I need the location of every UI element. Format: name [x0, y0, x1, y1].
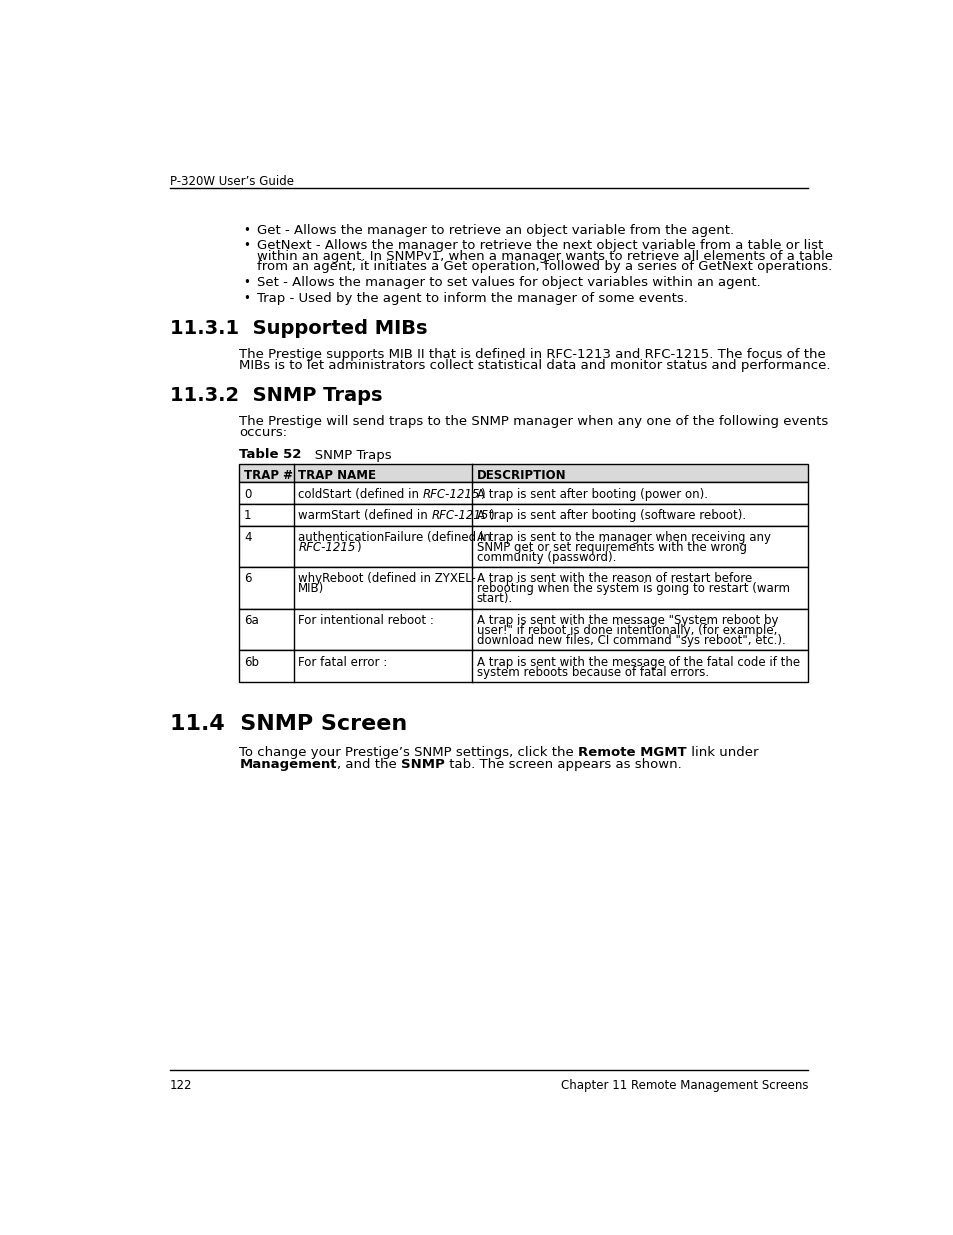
Text: link under: link under	[686, 746, 758, 760]
Text: A trap is sent with the reason of restart before: A trap is sent with the reason of restar…	[476, 573, 751, 585]
Text: 0: 0	[244, 488, 252, 500]
Text: rebooting when the system is going to restart (warm: rebooting when the system is going to re…	[476, 583, 789, 595]
Text: community (password).: community (password).	[476, 551, 616, 564]
Text: MIBs is to let administrators collect statistical data and monitor status and pe: MIBs is to let administrators collect st…	[239, 359, 830, 372]
Text: 1: 1	[244, 509, 252, 522]
Text: For fatal error :: For fatal error :	[298, 656, 387, 668]
Text: 11.3.1  Supported MIBs: 11.3.1 Supported MIBs	[170, 319, 427, 338]
Text: Chapter 11 Remote Management Screens: Chapter 11 Remote Management Screens	[560, 1079, 807, 1092]
Text: SNMP get or set requirements with the wrong: SNMP get or set requirements with the wr…	[476, 541, 746, 555]
Text: RFC-1215: RFC-1215	[298, 541, 355, 555]
Bar	[239, 651, 807, 682]
Text: Get - Allows the manager to retrieve an object variable from the agent.: Get - Allows the manager to retrieve an …	[257, 224, 734, 237]
Text: To change your Prestige’s SNMP settings, click the: To change your Prestige’s SNMP settings,…	[239, 746, 578, 760]
Text: from an agent, it initiates a Get operation, followed by a series of GetNext ope: from an agent, it initiates a Get operat…	[257, 261, 832, 273]
Text: SNMP: SNMP	[400, 758, 444, 772]
Bar	[239, 483, 807, 504]
Text: whyReboot (defined in ZYXEL-: whyReboot (defined in ZYXEL-	[298, 573, 476, 585]
Text: DESCRIPTION: DESCRIPTION	[476, 468, 565, 482]
Text: P-320W User’s Guide: P-320W User’s Guide	[170, 175, 294, 188]
Text: •: •	[243, 224, 250, 237]
Text: RFC-1215: RFC-1215	[432, 509, 489, 522]
Text: download new files, CI command "sys reboot", etc.).: download new files, CI command "sys rebo…	[476, 634, 784, 647]
Text: occurs:: occurs:	[239, 426, 287, 438]
Text: within an agent. In SNMPv1, when a manager wants to retrieve all elements of a t: within an agent. In SNMPv1, when a manag…	[257, 249, 832, 263]
Bar	[239, 464, 807, 483]
Text: A trap is sent after booting (software reboot).: A trap is sent after booting (software r…	[476, 509, 745, 522]
Bar	[239, 504, 807, 526]
Text: coldStart (defined in: coldStart (defined in	[298, 488, 422, 500]
Text: start).: start).	[476, 593, 513, 605]
Text: warmStart (defined in: warmStart (defined in	[298, 509, 432, 522]
Text: , and the: , and the	[336, 758, 400, 772]
Text: user!" if reboot is done intentionally, (for example,: user!" if reboot is done intentionally, …	[476, 624, 776, 637]
Text: 6: 6	[244, 573, 252, 585]
Text: tab. The screen appears as shown.: tab. The screen appears as shown.	[444, 758, 680, 772]
Text: 11.3.2  SNMP Traps: 11.3.2 SNMP Traps	[170, 387, 382, 405]
Bar	[239, 526, 807, 567]
Text: A trap is sent after booting (power on).: A trap is sent after booting (power on).	[476, 488, 707, 500]
Text: For intentional reboot :: For intentional reboot :	[298, 614, 434, 627]
Text: 122: 122	[170, 1079, 192, 1092]
Text: authenticationFailure (defined in: authenticationFailure (defined in	[298, 531, 491, 543]
Text: RFC-1215: RFC-1215	[422, 488, 480, 500]
Text: SNMP Traps: SNMP Traps	[301, 448, 391, 462]
Text: The Prestige supports MIB II that is defined in RFC-1213 and RFC-1215. The focus: The Prestige supports MIB II that is def…	[239, 348, 825, 362]
Text: TRAP #: TRAP #	[244, 468, 293, 482]
Text: 6a: 6a	[244, 614, 258, 627]
Text: ): )	[480, 488, 484, 500]
Text: A trap is sent with the message "System reboot by: A trap is sent with the message "System …	[476, 614, 778, 627]
Text: Remote MGMT: Remote MGMT	[578, 746, 686, 760]
Text: MIB): MIB)	[298, 583, 324, 595]
Bar	[239, 464, 807, 483]
Text: Table 52: Table 52	[239, 448, 301, 462]
Text: ): )	[489, 509, 494, 522]
Text: ): )	[355, 541, 360, 555]
Text: 6b: 6b	[244, 656, 259, 668]
Text: TRAP NAME: TRAP NAME	[298, 468, 375, 482]
Text: GetNext - Allows the manager to retrieve the next object variable from a table o: GetNext - Allows the manager to retrieve…	[257, 240, 822, 252]
Text: system reboots because of fatal errors.: system reboots because of fatal errors.	[476, 666, 708, 679]
Text: A trap is sent to the manager when receiving any: A trap is sent to the manager when recei…	[476, 531, 770, 543]
Text: Management: Management	[239, 758, 336, 772]
Text: 11.4  SNMP Screen: 11.4 SNMP Screen	[170, 714, 406, 734]
Bar	[239, 567, 807, 609]
Text: Trap - Used by the agent to inform the manager of some events.: Trap - Used by the agent to inform the m…	[257, 291, 687, 305]
Text: 4: 4	[244, 531, 252, 543]
Text: The Prestige will send traps to the SNMP manager when any one of the following e: The Prestige will send traps to the SNMP…	[239, 415, 828, 429]
Text: A trap is sent with the message of the fatal code if the: A trap is sent with the message of the f…	[476, 656, 799, 668]
Text: •: •	[243, 240, 250, 252]
Bar	[239, 609, 807, 651]
Text: Set - Allows the manager to set values for object variables within an agent.: Set - Allows the manager to set values f…	[257, 275, 760, 289]
Text: •: •	[243, 291, 250, 305]
Text: •: •	[243, 275, 250, 289]
